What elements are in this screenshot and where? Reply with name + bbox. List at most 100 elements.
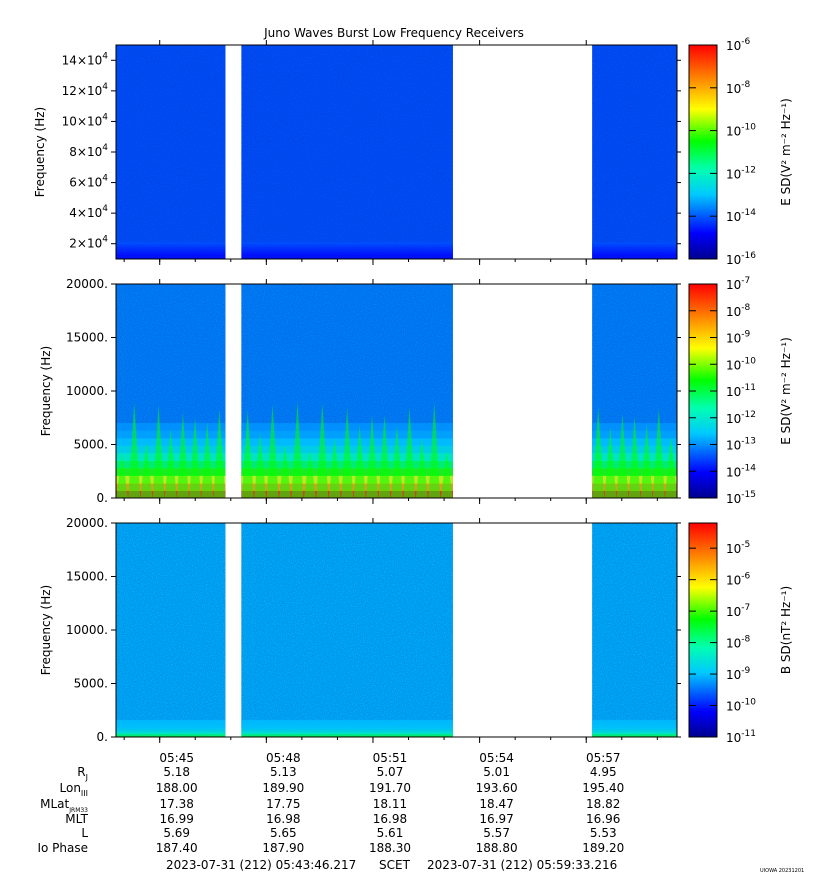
y-tick-label: 20000.: [66, 516, 108, 530]
intensity-band: [241, 248, 453, 251]
emission-burst: [116, 455, 129, 498]
emission-burst: [604, 426, 617, 498]
colorbar-label: B SD(nT² Hz⁻¹): [779, 586, 793, 674]
ephemeris-value: 5.07: [377, 765, 404, 779]
noise-texture: [241, 523, 453, 737]
ephemeris-row-label: LonIII: [60, 781, 89, 798]
colorbar-tick-label: 10-8: [726, 80, 751, 96]
emission-burst: [378, 414, 391, 498]
emission-burst: [279, 445, 292, 498]
colorbar-tick-label: 10-10: [726, 698, 756, 714]
noise-texture: [241, 45, 453, 259]
ephemeris-value: 5.65: [270, 826, 297, 840]
emission-burst: [664, 436, 677, 498]
intensity-band: [116, 731, 226, 735]
emission-burst: [291, 401, 304, 498]
intensity-band: [241, 726, 453, 729]
emission-burst: [266, 404, 279, 498]
colorbar-tick-label: 10-16: [726, 251, 756, 267]
intensity-band: [116, 245, 226, 248]
intensity-band: [241, 721, 453, 724]
intensity-band: [592, 243, 677, 246]
intensity-band: [592, 245, 677, 248]
ephemeris-value: 189.90: [262, 781, 304, 795]
ephemeris-value: 188.00: [156, 781, 198, 795]
ephemeris-value: 5.18: [163, 765, 190, 779]
y-tick-label: 10000.: [66, 623, 108, 637]
emission-burst: [201, 422, 214, 498]
intensity-band: [116, 250, 226, 253]
colorbar-label: E SD(V² m⁻² Hz⁻¹): [779, 98, 793, 206]
ephemeris-value: 17.75: [266, 797, 300, 811]
emission-burst: [254, 432, 267, 498]
colorbar-tick-label: 10-14: [726, 208, 756, 224]
emission-burst: [316, 402, 329, 498]
intensity-band: [592, 731, 677, 735]
emission-burst: [616, 413, 629, 498]
emission-burst: [428, 402, 441, 498]
intensity-band: [116, 252, 226, 255]
intensity-band: [592, 241, 677, 245]
ephemeris-value: 5.61: [377, 826, 404, 840]
emission-burst: [164, 428, 177, 498]
ephemeris-value: 195.40: [582, 781, 624, 795]
intensity-band: [241, 252, 453, 255]
colorbar-tick-label: 10-9: [726, 666, 751, 682]
intensity-band: [116, 423, 226, 432]
emission-burst: [328, 437, 341, 498]
intensity-band: [116, 247, 226, 250]
intensity-band: [241, 257, 453, 260]
x-tick-label: 05:45: [159, 751, 194, 765]
y-axis-label: Frequency (Hz): [39, 346, 53, 437]
intensity-band: [116, 255, 226, 258]
y-tick-label: 2×104: [69, 235, 108, 251]
intensity-band: [592, 725, 677, 728]
intensity-band: [116, 241, 226, 245]
emission-burst: [652, 408, 665, 498]
colorbar-tick-label: 10-11: [726, 729, 756, 745]
ephemeris-value: 16.96: [586, 812, 620, 826]
ephemeris-value: 16.98: [266, 812, 300, 826]
y-tick-label: 12×104: [62, 82, 109, 98]
intensity-band: [592, 255, 677, 258]
emission-burst: [128, 402, 141, 498]
ephemeris-value: 187.40: [156, 841, 198, 855]
y-tick-label: 14×104: [62, 51, 109, 67]
intensity-band: [116, 243, 226, 246]
colorbar: [688, 522, 718, 738]
x-tick-label: 05:57: [586, 751, 621, 765]
colorbar-tick-label: 10-11: [726, 383, 756, 399]
colorbar: [688, 44, 718, 260]
intensity-band: [241, 243, 453, 246]
y-tick-label: 10×104: [62, 112, 109, 128]
intensity-band: [241, 253, 453, 257]
intensity-band: [241, 735, 453, 738]
ephemeris-value: 17.38: [160, 797, 194, 811]
y-tick-label: 5000.: [74, 438, 108, 452]
intensity-band: [241, 719, 453, 723]
ephemeris-value: 16.99: [160, 812, 194, 826]
emission-burst: [403, 407, 416, 498]
intensity-band: [241, 241, 453, 245]
intensity-band: [116, 721, 226, 724]
ephemeris-value: 187.90: [262, 841, 304, 855]
ephemeris-value: 193.60: [476, 781, 518, 795]
emission-burst: [353, 425, 366, 498]
intensity-band: [592, 726, 677, 729]
intensity-band: [241, 250, 453, 253]
emission-burst: [366, 415, 379, 498]
emission-burst: [415, 437, 428, 498]
intensity-band: [592, 253, 677, 257]
ephemeris-row-label: RJ: [77, 765, 88, 782]
intensity-band: [592, 721, 677, 724]
intensity-band: [116, 723, 226, 726]
colorbar-tick-label: 10-7: [726, 276, 750, 292]
intensity-band: [241, 723, 453, 726]
footer-axis-name: SCET: [379, 858, 411, 872]
y-tick-label: 20000.: [66, 277, 108, 291]
emission-burst: [140, 441, 153, 498]
intensity-band: [592, 728, 677, 731]
colorbar-tick-label: 10-6: [726, 37, 751, 53]
ephemeris-value: 191.70: [369, 781, 411, 795]
